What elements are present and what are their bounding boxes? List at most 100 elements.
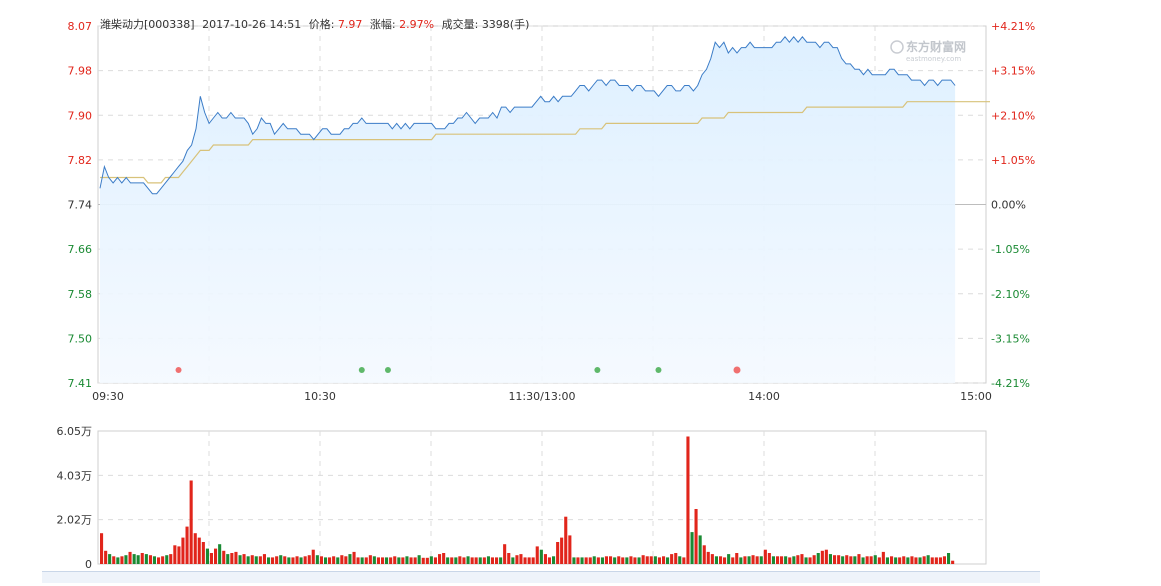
volume-tick-label: 0 bbox=[85, 558, 92, 571]
volume-bar bbox=[283, 556, 287, 564]
header-datetime: 2017-10-26 14:51 bbox=[202, 18, 301, 31]
bottom-scroll-strip bbox=[42, 571, 1040, 583]
time-tick-label: 10:30 bbox=[304, 390, 336, 403]
volume-bar bbox=[442, 553, 446, 564]
volume-bar bbox=[759, 556, 763, 564]
volume-bar bbox=[812, 555, 816, 564]
volume-bar bbox=[743, 556, 747, 564]
price-tick-label: 7.41 bbox=[68, 377, 93, 390]
volume-bar bbox=[462, 557, 466, 564]
volume-bar bbox=[547, 557, 551, 564]
volume-bar bbox=[816, 553, 820, 564]
volume-bar bbox=[698, 535, 702, 564]
volume-bar bbox=[140, 553, 144, 564]
volume-bar bbox=[152, 556, 156, 564]
volume-bar bbox=[519, 554, 523, 564]
volume-bar bbox=[324, 557, 328, 564]
volume-bar bbox=[246, 556, 250, 564]
volume-bar bbox=[556, 542, 560, 564]
volume-bar bbox=[295, 556, 299, 564]
volume-bar bbox=[189, 480, 193, 564]
volume-bar bbox=[857, 554, 861, 564]
volume-bar bbox=[234, 551, 238, 564]
volume-bar bbox=[523, 557, 527, 564]
percent-tick-label: +1.05% bbox=[991, 154, 1035, 167]
volume-bar bbox=[637, 557, 641, 564]
volume-bar bbox=[368, 555, 372, 564]
trade-marker bbox=[175, 367, 182, 373]
volume-bar bbox=[201, 542, 205, 564]
price-tick-label: 7.90 bbox=[68, 109, 93, 122]
volume-bar bbox=[405, 556, 409, 564]
volume-bar bbox=[804, 557, 808, 564]
volume-bar bbox=[303, 556, 307, 564]
volume-bar bbox=[755, 556, 759, 564]
trade-marker bbox=[655, 367, 662, 373]
volume-bar bbox=[393, 556, 397, 564]
volume-bar bbox=[890, 556, 894, 564]
volume-bar bbox=[104, 550, 108, 564]
volume-bar bbox=[226, 554, 230, 564]
volume-bar bbox=[205, 548, 209, 564]
volume-bar bbox=[238, 555, 242, 564]
volume-bar bbox=[214, 548, 218, 564]
volume-bar bbox=[670, 554, 674, 564]
volume-bar bbox=[446, 557, 450, 564]
volume-bar bbox=[262, 554, 266, 564]
volume-bar bbox=[279, 555, 283, 564]
volume-bar bbox=[592, 556, 596, 564]
volume-bar bbox=[885, 557, 889, 564]
volume-bar bbox=[588, 557, 592, 564]
volume-bar bbox=[837, 555, 841, 564]
stock-name: 潍柴动力[000338] bbox=[100, 17, 195, 31]
volume-bar bbox=[763, 549, 767, 564]
volume-bar bbox=[433, 557, 437, 564]
volume-bar bbox=[271, 557, 275, 564]
volume-bar bbox=[747, 556, 751, 564]
volume-bar bbox=[372, 556, 376, 564]
volume-bar bbox=[120, 556, 124, 564]
volume-bar bbox=[299, 557, 303, 564]
volume-bar bbox=[413, 557, 417, 564]
volume-bar bbox=[727, 554, 731, 564]
time-tick-label: 14:00 bbox=[748, 390, 780, 403]
volume-bar bbox=[511, 557, 515, 564]
percent-tick-label: -2.10% bbox=[991, 288, 1030, 301]
volume-tick-label: 4.03万 bbox=[57, 469, 93, 482]
volume-bar bbox=[332, 556, 336, 564]
volume-bar bbox=[531, 557, 535, 564]
volume-bar bbox=[674, 553, 678, 564]
volume-bar bbox=[833, 555, 837, 564]
volume-bar bbox=[136, 555, 140, 564]
change-label: 涨幅: bbox=[370, 18, 396, 31]
time-axis: 09:30 10:30 11:30/13:00 14:00 15:00 bbox=[92, 390, 992, 403]
volume-bar bbox=[792, 556, 796, 564]
volume-bar bbox=[609, 556, 613, 564]
volume-bar bbox=[735, 553, 739, 564]
volume-bar bbox=[515, 555, 519, 564]
volume-bar bbox=[177, 546, 181, 564]
percent-axis-right: +4.21% +3.15% +2.10% +1.05% 0.00% -1.05% -2.10… bbox=[991, 20, 1035, 390]
volume-bar bbox=[938, 557, 942, 564]
volume-bar bbox=[731, 557, 735, 564]
time-tick-label: 09:30 bbox=[92, 390, 124, 403]
volume-bar bbox=[108, 554, 112, 564]
volume-bar bbox=[560, 537, 564, 564]
percent-tick-label: 0.00% bbox=[991, 199, 1026, 212]
volume-bar bbox=[507, 553, 511, 564]
volume-bar bbox=[486, 556, 490, 564]
volume-bar bbox=[784, 556, 788, 564]
volume-bar bbox=[666, 557, 670, 564]
volume-bar bbox=[572, 557, 576, 564]
volume-bar bbox=[596, 557, 600, 564]
volume-bar bbox=[645, 556, 649, 564]
volume-bar bbox=[401, 557, 405, 564]
volume-bar bbox=[877, 557, 881, 564]
eastmoney-logo: 东方财富网 eastmoney.com bbox=[890, 39, 966, 63]
percent-tick-label: -1.05% bbox=[991, 243, 1030, 256]
volume-bar bbox=[918, 557, 922, 564]
volume-bar bbox=[169, 554, 173, 564]
price-tick-label: 8.07 bbox=[68, 20, 93, 33]
volume-bar bbox=[250, 555, 254, 564]
